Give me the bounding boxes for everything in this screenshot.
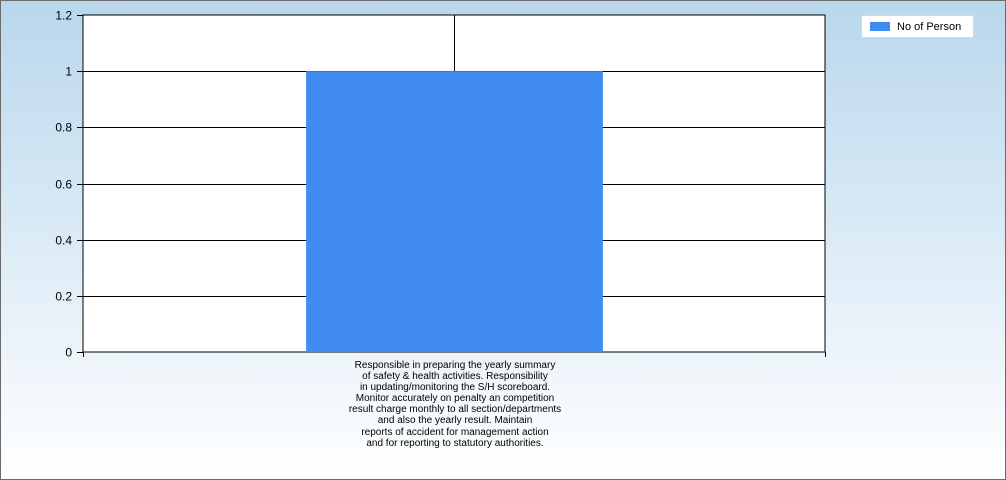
y-tick-label: 0.2 xyxy=(55,290,72,304)
x-category-label-line: reports of accident for management actio… xyxy=(361,426,549,438)
y-tick-label: 0 xyxy=(65,346,72,360)
x-axis xyxy=(83,352,826,357)
legend-label: No of Person xyxy=(897,20,962,33)
x-category-label: Responsible in preparing the yearly summ… xyxy=(305,360,605,449)
x-category-label-line: and for reporting to statutory authoriti… xyxy=(366,437,544,449)
x-category-label-line: in updating/monitoring the S/H scoreboar… xyxy=(359,382,551,394)
legend-swatch xyxy=(870,22,890,31)
bar xyxy=(306,71,603,353)
x-category-label-line: Monitor accurately on penalty an competi… xyxy=(355,393,555,405)
y-tick-label: 0.6 xyxy=(55,178,72,192)
x-category-label-line: Responsible in preparing the yearly summ… xyxy=(354,360,556,371)
x-category-label-line: and also the yearly result. Maintain xyxy=(377,415,533,427)
x-category-label-line: result charge monthly to all section/dep… xyxy=(348,404,562,416)
y-tick-label: 0.4 xyxy=(55,234,72,248)
y-tick-label: 1.2 xyxy=(55,9,72,23)
y-tick-label: 0.8 xyxy=(55,121,72,135)
y-tick-label: 1 xyxy=(65,65,72,79)
y-axis: 0 0.2 0.4 0.6 0.8 1 1.2 xyxy=(55,9,83,360)
x-category-label-line: of safety & health activities. Responsib… xyxy=(362,371,548,383)
legend: No of Person xyxy=(861,15,974,38)
bars xyxy=(306,71,603,353)
